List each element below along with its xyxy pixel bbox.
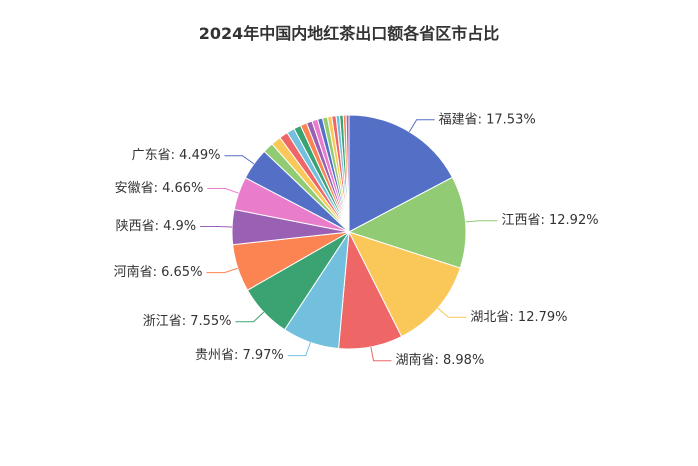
slice-label: 浙江省: 7.55%: [143, 314, 232, 329]
label-leader-line: [465, 220, 498, 223]
slice-label: 安徽省: 4.66%: [115, 181, 204, 196]
label-leader-line: [207, 188, 239, 194]
slice-label: 福建省: 17.53%: [439, 112, 536, 127]
slice-label: 广东省: 4.49%: [132, 148, 221, 163]
pie-slice: [345, 114, 350, 233]
label-leader-line: [200, 225, 233, 228]
slice-label: 湖北省: 12.79%: [470, 310, 567, 325]
label-leader-line: [206, 267, 238, 274]
slice-labels: 福建省: 17.53% 江西省: 12.92% 湖北省: 12.79% 湖南省: 8.…: [114, 112, 599, 368]
pie-slice: [348, 231, 461, 338]
label-leader-lines: [200, 119, 498, 362]
label-leader-line: [224, 155, 255, 165]
pie-slices: [231, 114, 467, 350]
slice-label: 江西省: 12.92%: [502, 213, 599, 228]
pie-slice: [348, 114, 454, 233]
slice-label: 贵州省: 7.97%: [195, 348, 284, 363]
label-leader-line: [287, 342, 311, 357]
slice-label: 湖南省: 8.98%: [395, 352, 484, 368]
slice-label: 河南省: 6.65%: [114, 264, 203, 280]
label-leader-line: [408, 119, 435, 133]
slice-label: 陕西省: 4.9%: [116, 219, 197, 234]
label-leader-line: [437, 307, 467, 318]
label-leader-line: [370, 346, 392, 362]
pie-slice: [347, 176, 467, 269]
chart-title: 2024年中国内地红茶出口额各省区市占比: [198, 24, 500, 43]
label-leader-line: [235, 311, 265, 323]
